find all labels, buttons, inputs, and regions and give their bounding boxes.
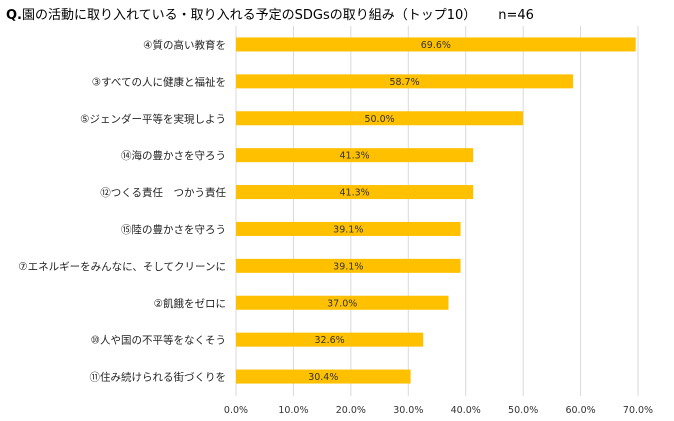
bar — [236, 369, 411, 384]
x-tick-label: 10.0% — [278, 405, 308, 416]
bar — [236, 148, 474, 163]
bar-layer — [236, 37, 636, 384]
x-tick-label: 40.0% — [451, 405, 481, 416]
data-label: 32.6% — [315, 335, 345, 346]
bar — [236, 111, 524, 126]
category-label: ⑫つくる責任 つかう責任 — [100, 186, 226, 199]
data-label: 39.1% — [333, 261, 363, 272]
category-label: ⑩人や国の不平等をなくそう — [91, 334, 226, 347]
x-tick-label: 20.0% — [336, 405, 366, 416]
title-text: 園の活動に取り入れている・取り入れる予定のSDGsの取り組み（トップ10） — [22, 8, 477, 23]
x-tick-label: 50.0% — [508, 405, 538, 416]
bar — [236, 295, 449, 310]
category-label: ⑭海の豊かさを守ろう — [121, 149, 226, 162]
x-tick-label: 0.0% — [224, 405, 248, 416]
data-label: 58.7% — [389, 77, 419, 88]
x-tick-label: 70.0% — [623, 405, 653, 416]
title-prefix: Q. — [6, 8, 22, 23]
category-label: ⑦エネルギーをみんなに、そしてクリーンに — [18, 261, 226, 273]
data-label: 30.4% — [308, 372, 338, 383]
category-label: ⑤ジェンダー平等を実現しよう — [80, 112, 226, 125]
label-layer: 0.0% 10.0% 20.0% 30.0% 40.0% 50.0% 60.0% 70.0% ④… — [18, 38, 653, 416]
bar — [236, 74, 574, 89]
sample-size: n=46 — [498, 8, 534, 23]
category-label: ④質の高い教育を — [143, 38, 226, 51]
x-tick-label: 60.0% — [565, 405, 595, 416]
x-tick-label: 30.0% — [393, 405, 423, 416]
data-label: 50.0% — [364, 114, 394, 125]
bar — [236, 221, 461, 236]
category-label: ②飢餓をゼロに — [154, 297, 226, 310]
bar — [236, 37, 636, 52]
bar — [236, 332, 424, 347]
bar — [236, 258, 461, 273]
data-label: 41.3% — [339, 151, 369, 162]
data-label: 37.0% — [327, 298, 357, 309]
chart-title: Q.園の活動に取り入れている・取り入れる予定のSDGsの取り組み（トップ10） n… — [6, 4, 534, 23]
category-label: ⑪住み続けられる街づくりを — [90, 371, 227, 384]
bar — [236, 185, 474, 200]
category-label: ③すべての人に健康と福祉を — [92, 75, 226, 88]
data-label: 39.1% — [333, 224, 363, 235]
data-label: 41.3% — [339, 188, 369, 199]
category-label: ⑮陸の豊かさを守ろう — [121, 223, 226, 236]
data-label: 69.6% — [421, 40, 451, 51]
